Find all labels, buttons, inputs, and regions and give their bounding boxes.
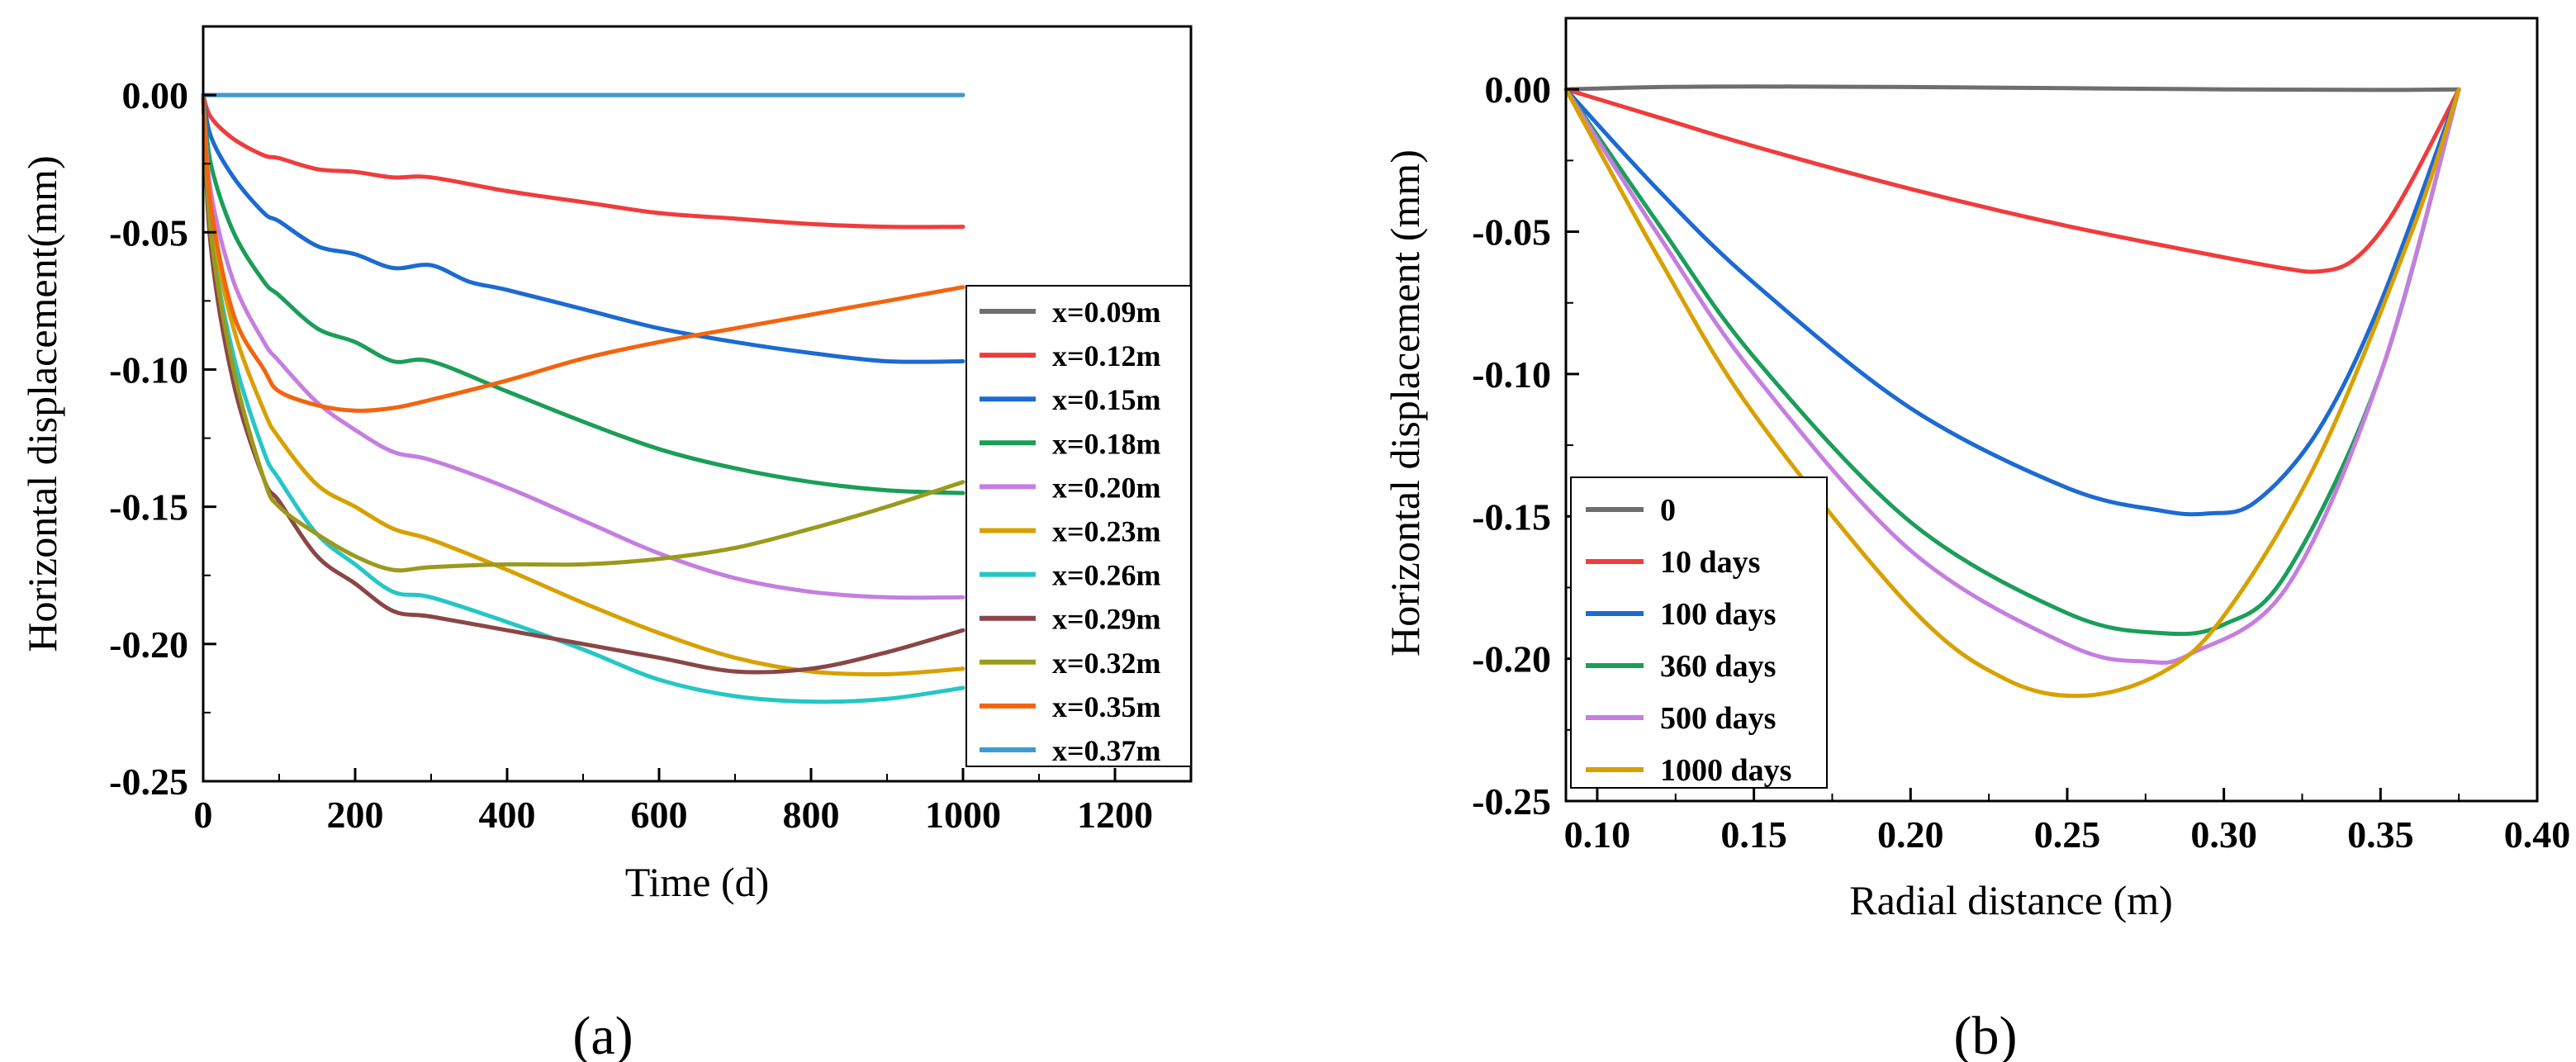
- x-tick-label: 0.30: [2190, 813, 2257, 856]
- panel-b-x-axis-title: Radial distance (m): [1849, 877, 2173, 923]
- panel-a-label: (a): [572, 1006, 633, 1062]
- x-tick-label: 0.40: [2504, 813, 2571, 856]
- panel-a: 0 200 400 600 800 1000 1200 0.00 -0.05 -0.10 -0.15…: [19, 25, 1193, 1062]
- legend-label: x=0.12m: [1052, 339, 1161, 372]
- legend-label: 0: [1660, 493, 1676, 528]
- series-line-x-0-20m: [201, 92, 965, 600]
- x-tick-label: 800: [783, 794, 840, 836]
- legend-label: 100 days: [1660, 597, 1776, 632]
- series-line-x-0-12m: [201, 92, 965, 230]
- y-tick-label: -0.25: [109, 761, 188, 803]
- series-line-10-days: [1563, 87, 2461, 274]
- legend-label: x=0.37m: [1052, 734, 1161, 767]
- panel-b-legend-box: [1570, 476, 1828, 789]
- y-tick-label: -0.20: [109, 623, 188, 666]
- legend-label: x=0.26m: [1052, 559, 1161, 592]
- y-tick-label: -0.20: [1472, 638, 1551, 680]
- panel-b: 0.10 0.15 0.20 0.25 0.30 0.35 0.40 0.00 -0.05 -0.…: [1382, 17, 2571, 1062]
- series-line-100-days: [1563, 87, 2461, 517]
- panel-b-frame: [1564, 17, 2539, 803]
- panel-b-curves: [1563, 84, 2461, 699]
- panel-b-ticks: 0.10 0.15 0.20 0.25 0.30 0.35 0.40 0.00 -0.05 -0.…: [1472, 17, 2571, 856]
- legend-label: 360 days: [1660, 649, 1776, 684]
- x-tick-label: 0.20: [1877, 813, 1944, 856]
- series-line-x-0-26m: [201, 92, 965, 704]
- y-tick-label: -0.05: [1472, 211, 1551, 254]
- x-tick-label: 400: [479, 794, 536, 836]
- legend-label: 10 days: [1660, 545, 1760, 580]
- y-tick-label: 0.00: [122, 74, 189, 116]
- y-tick-label: -0.05: [109, 211, 188, 254]
- panel-a-curves: [201, 92, 965, 704]
- series-line-x-0-32m: [201, 92, 965, 573]
- legend-label: x=0.18m: [1052, 427, 1161, 460]
- series-line-x-0-18m: [201, 92, 965, 495]
- x-tick-label: 0.35: [2347, 813, 2414, 856]
- x-tick-label: 600: [631, 794, 688, 836]
- y-tick-label: -0.15: [1472, 495, 1551, 538]
- legend-label: x=0.15m: [1052, 383, 1161, 416]
- legend-label: x=0.20m: [1052, 471, 1161, 504]
- panel-b-label: (b): [1954, 1006, 2018, 1062]
- series-line-1000-days: [1563, 87, 2461, 699]
- panel-a-legend-box: [965, 285, 1192, 767]
- x-tick-label: 0.15: [1720, 813, 1787, 856]
- panel-b-legend: 0 10 days 100 days 360 days 500 days 1000 day…: [1570, 476, 1828, 789]
- x-tick-label: 1200: [1077, 794, 1153, 836]
- x-tick-label: 200: [327, 794, 384, 836]
- legend-label: x=0.29m: [1052, 603, 1161, 636]
- panel-a-y-axis-title: Horizontal displacement(mm): [19, 155, 65, 652]
- x-tick-label: 0: [194, 794, 213, 836]
- series-line-x-0-29m: [201, 92, 965, 675]
- x-tick-label: 0.10: [1564, 813, 1631, 856]
- panel-a-x-axis-title: Time (d): [625, 859, 770, 905]
- legend-label: 1000 days: [1660, 753, 1791, 788]
- legend-label: x=0.32m: [1052, 647, 1161, 680]
- y-tick-label: 0.00: [1485, 69, 1552, 111]
- legend-label: x=0.09m: [1052, 296, 1161, 329]
- legend-label: 500 days: [1660, 701, 1776, 736]
- series-line-0: [1563, 84, 2461, 92]
- y-tick-label: -0.15: [109, 486, 188, 529]
- legend-label: x=0.35m: [1052, 690, 1161, 723]
- series-line-500-days: [1563, 87, 2461, 666]
- series-line-x-0-15m: [201, 92, 965, 364]
- series-line-x-0-35m: [201, 92, 965, 413]
- x-tick-label: 1000: [925, 794, 1001, 836]
- series-line-x-0-23m: [201, 92, 965, 677]
- x-tick-label: 0.25: [2034, 813, 2101, 856]
- panel-b-y-axis-title: Horizontal displacement (mm): [1382, 149, 1428, 657]
- y-tick-label: -0.10: [109, 348, 188, 391]
- panel-a-legend: x=0.09m x=0.12m x=0.15m x=0.18m x=0.20m x=0.2…: [965, 285, 1192, 767]
- y-tick-label: -0.25: [1472, 780, 1551, 823]
- y-tick-label: -0.10: [1472, 353, 1551, 396]
- panel-a-ticks: 0 200 400 600 800 1000 1200 0.00 -0.05 -0.10 -0.15…: [109, 26, 1153, 836]
- legend-label: x=0.23m: [1052, 515, 1161, 548]
